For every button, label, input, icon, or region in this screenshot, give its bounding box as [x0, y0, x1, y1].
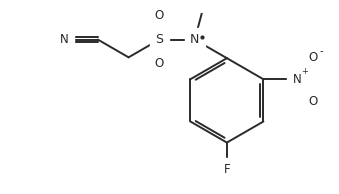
Text: O: O — [308, 51, 317, 64]
Text: O: O — [155, 9, 164, 22]
Text: -: - — [319, 46, 323, 56]
Text: F: F — [224, 163, 230, 176]
Text: +: + — [301, 67, 308, 76]
Text: N: N — [293, 73, 302, 86]
Text: O: O — [155, 57, 164, 70]
Text: N: N — [190, 33, 199, 46]
Text: S: S — [155, 33, 163, 46]
Text: O: O — [308, 95, 317, 108]
Text: N: N — [60, 33, 68, 46]
